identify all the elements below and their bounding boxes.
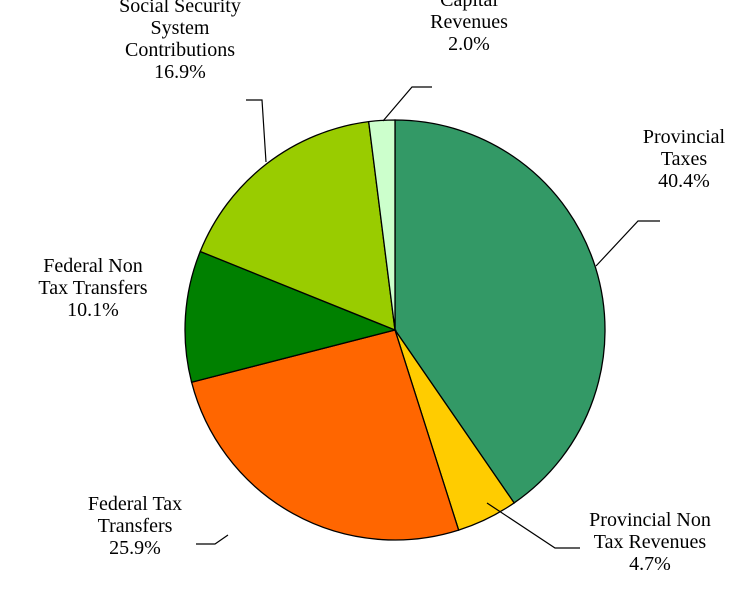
slice-label: Social Security System Contributions 16.9% (119, 0, 241, 83)
slice-name-label: Capital (440, 0, 498, 11)
leader-lines (196, 86, 660, 549)
slice-name-label: Provincial Non (589, 509, 711, 531)
slice-name-label: Transfers (98, 515, 173, 537)
slice-name-label: Revenues (430, 11, 508, 33)
slice-labels: Provincial Taxes 40.4% Provincial Non Tax Re… (38, 0, 725, 575)
slice-name-label: Provincial (643, 126, 726, 148)
slice-name-label: Contributions (125, 39, 235, 61)
slice-label: Provincial Non Tax Revenues 4.7% (589, 509, 711, 575)
slice-name-label: Tax Transfers (38, 277, 147, 299)
slice-name-label: Taxes (661, 148, 708, 170)
slice-value-label: 2.0% (448, 33, 490, 55)
slice-name-label: Federal Tax (88, 493, 182, 515)
pie-slice-social-security-system-contributions (199, 120, 396, 332)
slice-label: Capital Revenues 2.0% (430, 0, 508, 55)
slice-label: Federal Tax Transfers 25.9% (88, 493, 182, 559)
slice-name-label: Social Security (119, 0, 241, 17)
slice-value-label: 40.4% (658, 170, 710, 192)
slice-name-label: Federal Non (43, 255, 142, 277)
pie-slices (184, 119, 606, 541)
pie-slice-capital-revenues (367, 119, 396, 331)
slice-value-label: 16.9% (154, 61, 206, 83)
slice-value-label: 25.9% (109, 537, 161, 559)
slice-value-label: 10.1% (67, 299, 119, 321)
pie-slice-federal-non-tax-transfers (184, 250, 398, 384)
pie-slice-provincial-taxes (394, 119, 606, 504)
leader-line (246, 99, 267, 163)
slice-label: Federal Non Tax Transfers 10.1% (38, 255, 147, 321)
leader-line (595, 220, 660, 267)
slice-label: Provincial Taxes 40.4% (643, 126, 726, 192)
slice-name-label: Tax Revenues (594, 531, 707, 553)
slice-value-label: 4.7% (629, 553, 671, 575)
pie-slice-federal-tax-transfers (190, 329, 460, 541)
leader-line (486, 502, 580, 549)
leader-line (196, 534, 229, 545)
slice-name-label: System (151, 17, 210, 39)
leader-line (382, 86, 432, 122)
